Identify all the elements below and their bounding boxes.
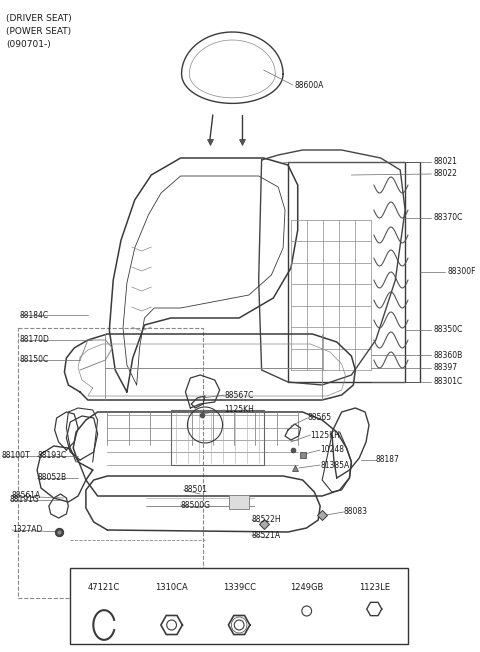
Text: 1125KH: 1125KH [311,430,340,439]
Text: 88370C: 88370C [433,213,463,222]
Text: 88022: 88022 [433,170,457,179]
Text: 88150C: 88150C [20,355,49,364]
Bar [18,328,203,598]
Text: 47121C: 47121C [88,582,120,591]
Text: 88522H: 88522H [252,516,281,524]
Bar [288,162,405,382]
Bar [229,495,249,509]
Circle shape [302,606,312,616]
Text: 88397: 88397 [433,364,457,372]
Text: 88083: 88083 [344,507,368,516]
Text: 88521A: 88521A [252,531,281,539]
Text: 88184C: 88184C [20,310,48,319]
Text: 88193C: 88193C [37,451,66,460]
Text: 10248: 10248 [320,445,344,454]
Text: 1123LE: 1123LE [359,582,390,591]
Text: 88565: 88565 [308,413,332,422]
Text: 88561A: 88561A [12,492,41,501]
Text: 88500G: 88500G [180,501,211,509]
Text: 1310CA: 1310CA [155,582,188,591]
Text: 88350C: 88350C [433,325,463,334]
Text: 1339CC: 1339CC [223,582,256,591]
Text: 88191G: 88191G [10,496,39,505]
Text: (DRIVER SEAT): (DRIVER SEAT) [6,14,72,23]
Text: 1249GB: 1249GB [290,582,324,591]
Text: 88301C: 88301C [433,378,463,387]
Text: 88501: 88501 [183,486,207,494]
Text: 88567C: 88567C [225,391,254,400]
Text: 88100T: 88100T [2,451,31,460]
Text: 88600A: 88600A [295,80,324,89]
Text: (POWER SEAT): (POWER SEAT) [6,27,71,36]
Text: 1125KH: 1125KH [225,406,254,415]
Text: 88187: 88187 [376,456,400,464]
Text: 88052B: 88052B [37,473,66,482]
Text: 88300F: 88300F [447,267,476,276]
Text: 88170D: 88170D [20,336,49,344]
Text: 81385A: 81385A [320,460,349,469]
Bar [70,568,408,644]
Text: 1327AD: 1327AD [12,526,42,535]
Text: (090701-): (090701-) [6,40,50,49]
Text: 88021: 88021 [433,158,457,166]
Text: 88360B: 88360B [433,351,463,359]
